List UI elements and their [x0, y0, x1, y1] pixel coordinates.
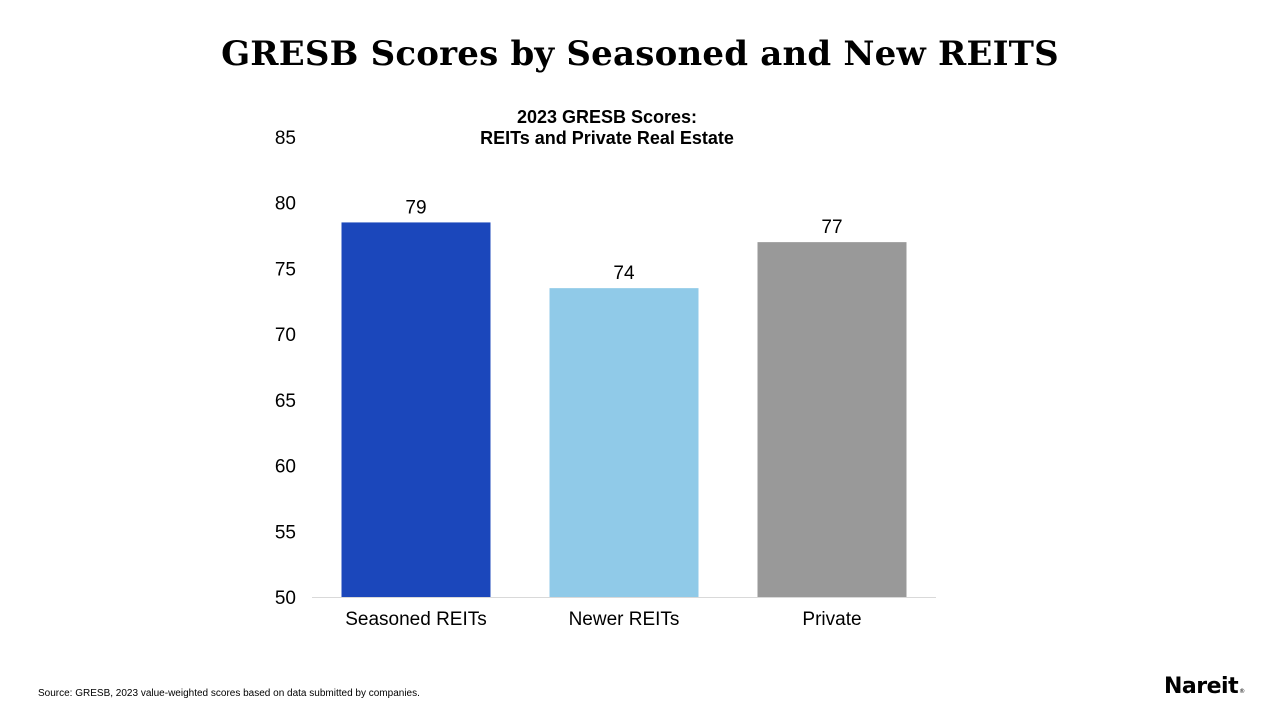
y-tick-label: 75 [275, 259, 296, 280]
bar [549, 288, 699, 597]
x-tick-label: Seasoned REITs [345, 609, 487, 630]
y-tick-label: 50 [275, 588, 296, 609]
logo-text: Nareit [1164, 674, 1239, 699]
data-label: 74 [613, 263, 635, 284]
x-tick-label: Newer REITs [569, 609, 680, 630]
y-tick-label: 80 [275, 194, 296, 215]
chart-title: 2023 GRESB Scores: REITs and Private Rea… [457, 107, 757, 149]
chart-title-line-2: REITs and Private Real Estate [480, 128, 734, 148]
y-tick-label: 55 [275, 522, 296, 543]
y-tick-label: 85 [275, 128, 296, 149]
bar [341, 222, 491, 597]
source-note: Source: GRESB, 2023 value-weighted score… [38, 688, 420, 699]
y-tick-label: 60 [275, 457, 296, 478]
y-tick-label: 70 [275, 325, 296, 346]
data-label: 77 [821, 217, 842, 238]
x-tick-label: Private [802, 609, 861, 630]
y-tick-label: 65 [275, 391, 296, 412]
registered-mark: ® [1239, 688, 1245, 695]
bar [757, 242, 907, 597]
chart-title-line-1: 2023 GRESB Scores: [516, 107, 698, 127]
data-label: 79 [405, 197, 426, 218]
slide-title: GRESB Scores by Seasoned and New REITS [221, 34, 1059, 74]
nareit-logo: Nareit® [1164, 674, 1245, 699]
